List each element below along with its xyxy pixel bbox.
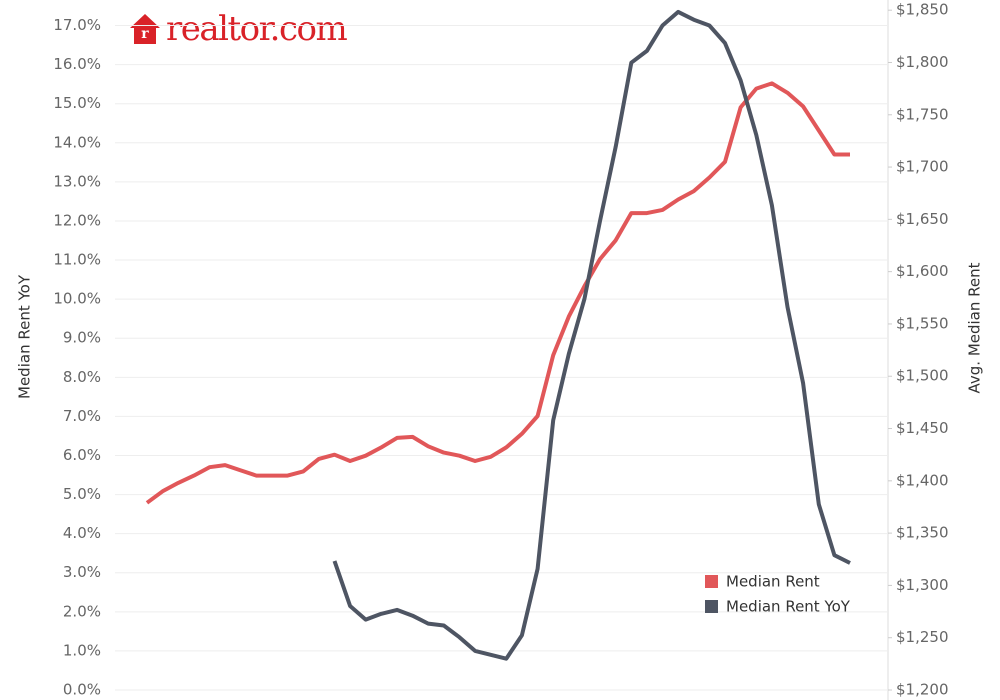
line [145, 81, 850, 505]
y-tick-label: 9.0% [63, 329, 101, 347]
y-tick-label: 11.0% [53, 251, 101, 269]
y-tick-label: 17.0% [53, 16, 101, 34]
y2-tick-label: $1,600 [896, 262, 949, 280]
y-tick-label: 12.0% [53, 211, 101, 229]
y2-tick-label: $1,200 [896, 681, 949, 699]
y2-tick-label: $1,800 [896, 53, 949, 71]
y2-tick-label: $1,550 [896, 314, 949, 332]
line [332, 9, 851, 661]
grid [115, 25, 888, 691]
y2-tick-label: $1,450 [896, 419, 949, 437]
logo-text: realtor.com [166, 9, 347, 49]
y-tick-label: 14.0% [53, 133, 101, 151]
y-tick-label: 8.0% [63, 368, 101, 386]
y-tick-label: 5.0% [63, 485, 101, 503]
y2-tick-label: $1,350 [896, 524, 949, 542]
y-tick-label: 6.0% [63, 446, 101, 464]
y-tick-label: 4.0% [63, 524, 101, 542]
y-tick-label: 10.0% [53, 290, 101, 308]
y-tick-label: 15.0% [53, 94, 101, 112]
legend-swatch [705, 600, 718, 613]
y-tick-label: 2.0% [63, 602, 101, 620]
y2-tick-label: $1,650 [896, 210, 949, 228]
legend-label: Median Rent [726, 573, 820, 591]
y2-tick-label: $1,850 [896, 1, 949, 19]
y2-tick-label: $1,750 [896, 105, 949, 123]
legend-label: Median Rent YoY [726, 598, 851, 616]
y2-tick-label: $1,300 [896, 576, 949, 594]
y-tick-label: 0.0% [63, 681, 101, 699]
logo-icon [130, 14, 160, 44]
y2-axis-title: Avg. Median Rent [966, 262, 984, 393]
y-axis-title: Median Rent YoY [16, 274, 34, 399]
y2-tick-label: $1,400 [896, 471, 949, 489]
legend-swatch [705, 575, 718, 588]
y-tick-label: 13.0% [53, 172, 101, 190]
y2-tick-label: $1,700 [896, 158, 949, 176]
y-tick-label: 3.0% [63, 563, 101, 581]
y-tick-label: 1.0% [63, 641, 101, 659]
legend: Median Rent Median Rent YoY [705, 573, 851, 616]
y-tick-label: 16.0% [53, 55, 101, 73]
y-tick-label: 7.0% [63, 407, 101, 425]
logo-icon-letter: r [141, 26, 149, 42]
logo: r realtor.com [130, 9, 349, 49]
y2-tick-label: $1,250 [896, 628, 949, 646]
y2-tick-label: $1,500 [896, 367, 949, 385]
